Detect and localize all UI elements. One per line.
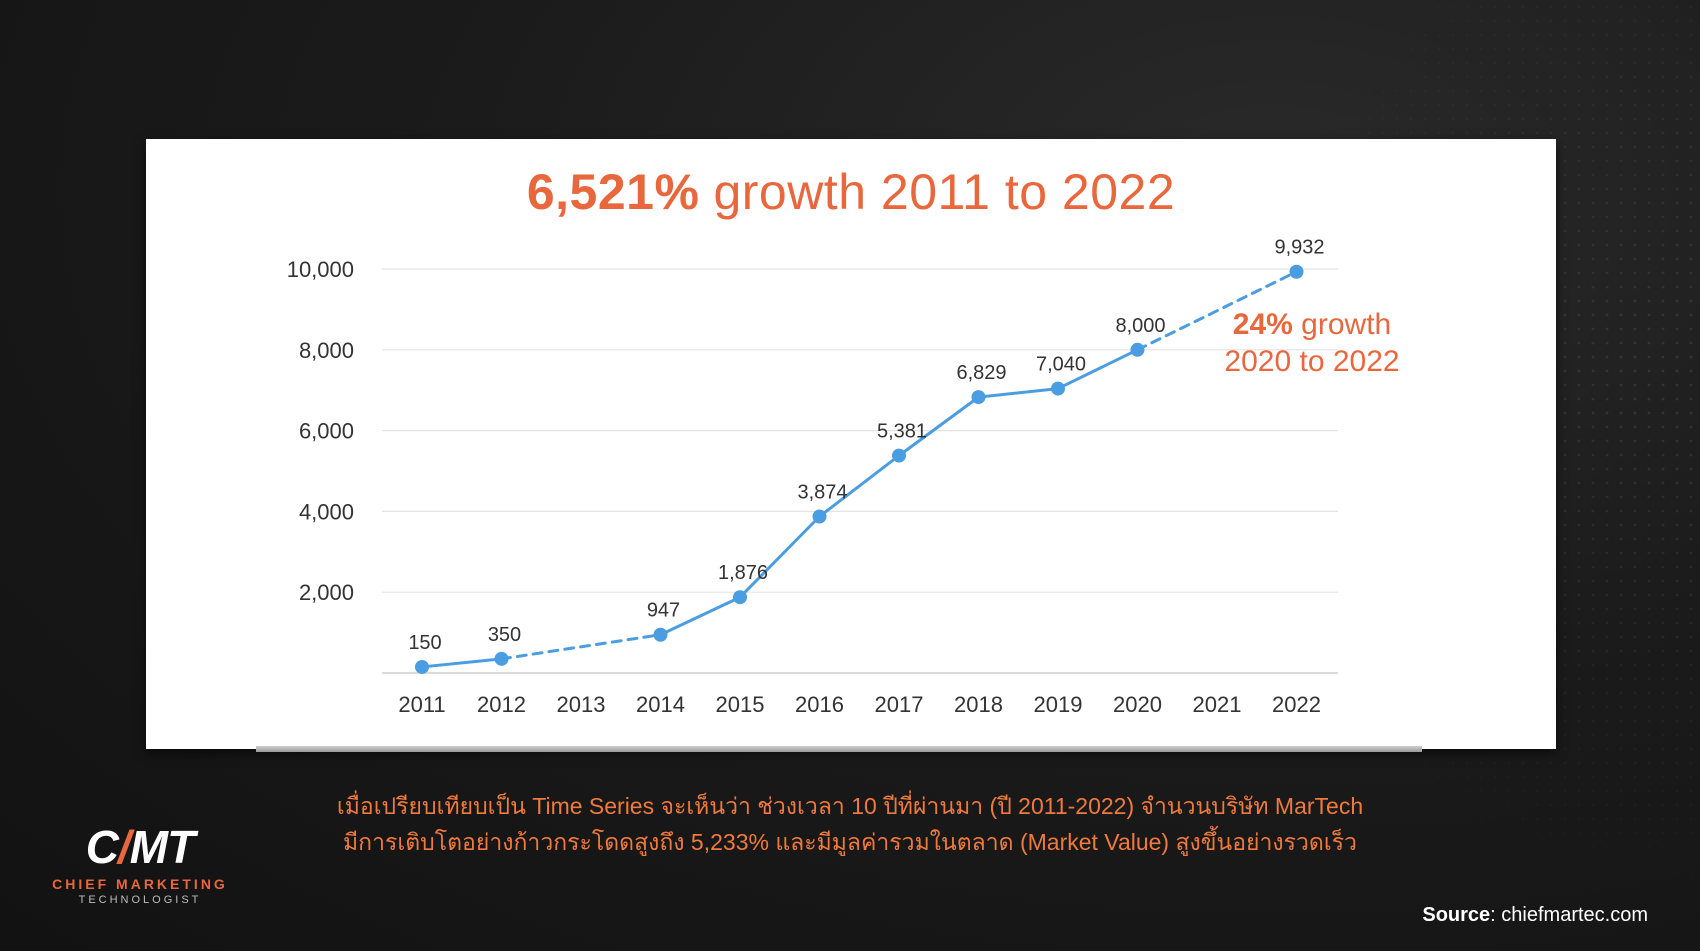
- logo-mark: C/MT: [85, 821, 195, 873]
- data-label: 350: [488, 624, 521, 646]
- source-credit: Source: chiefmartec.com: [1422, 904, 1648, 927]
- data-label: 1,876: [718, 562, 768, 584]
- growth-annotation-line-2: 2020 to 2022: [1224, 345, 1399, 378]
- data-point: [1051, 381, 1065, 396]
- x-tick-label: 2016: [795, 692, 844, 717]
- x-tick-label: 2021: [1193, 692, 1242, 717]
- source-text: : chiefmartec.com: [1490, 904, 1648, 926]
- data-label: 947: [647, 600, 680, 622]
- line-segment-dashed: [1136, 270, 1298, 352]
- card-bottom-edge: [256, 746, 1422, 752]
- chart-card: 6,521% growth 2011 to 2022 2,000 4,000 6,00…: [146, 139, 1556, 749]
- logo-text-line-2: TECHNOLOGIST: [78, 894, 202, 906]
- logo: C/MT CHIEF MARKETING TECHNOLOGIST: [40, 820, 240, 906]
- line-segment: [1056, 348, 1139, 391]
- data-point: [892, 448, 906, 463]
- x-tick-label: 2018: [954, 692, 1003, 717]
- x-tick-label: 2017: [875, 692, 924, 717]
- data-label: 6,829: [956, 362, 1006, 384]
- y-tick-label: 10,000: [287, 257, 354, 282]
- data-point: [415, 659, 429, 674]
- data-label: 8,000: [1115, 315, 1165, 337]
- caption-line-1: เมื่อเปรียบเทียบเป็น Time Series จะเห็นว…: [336, 793, 1364, 819]
- growth-annotation-line-1: 24% growth: [1233, 308, 1391, 341]
- data-point: [1289, 264, 1304, 279]
- data-point: [494, 651, 509, 666]
- data-label: 150: [408, 632, 441, 654]
- line-segment: [977, 387, 1060, 399]
- line-segment: [659, 595, 742, 637]
- data-point: [653, 627, 668, 642]
- data-point: [812, 509, 827, 524]
- data-point: [1130, 342, 1145, 357]
- line-segment: [420, 657, 503, 669]
- data-point: [733, 590, 747, 605]
- x-tick-label: 2015: [716, 692, 765, 717]
- data-label: 5,381: [877, 421, 927, 443]
- line-segment: [897, 395, 980, 458]
- data-label: 3,874: [797, 481, 847, 503]
- caption: เมื่อเปรียบเทียบเป็น Time Series จะเห็นว…: [160, 788, 1540, 860]
- line-segment-dashed: [500, 633, 662, 661]
- caption-line-2: มีการเติบโตอย่างก้าวกระโดดสูงถึง 5,233% …: [343, 829, 1357, 855]
- x-tick-label: 2013: [557, 692, 606, 717]
- data-label: 7,040: [1036, 354, 1086, 376]
- line-segment: [738, 514, 821, 599]
- logo-text-line-1: CHIEF MARKETING: [52, 876, 228, 892]
- x-tick-label: 2020: [1113, 692, 1162, 717]
- x-tick-label: 2019: [1034, 692, 1083, 717]
- y-tick-label: 8,000: [299, 338, 354, 363]
- source-label: Source: [1422, 904, 1491, 926]
- y-tick-label: 4,000: [299, 499, 354, 524]
- x-tick-label: 2012: [477, 692, 526, 717]
- y-tick-label: 6,000: [299, 419, 354, 444]
- line-chart: 2,000 4,000 6,000 8,000 10,000 2011 2012 2013 20…: [287, 237, 1400, 717]
- chart-title-rest: growth 2011 to 2022: [713, 164, 1176, 220]
- y-tick-label: 2,000: [299, 580, 354, 605]
- x-tick-label: 2011: [398, 692, 445, 717]
- chart-title-bold: 6,521%: [526, 164, 700, 220]
- chart-title: 6,521% growth 2011 to 2022: [146, 163, 1556, 221]
- x-tick-label: 2022: [1272, 692, 1321, 717]
- x-tick-label: 2014: [636, 692, 685, 717]
- data-point: [971, 390, 986, 405]
- growth-annotation-bold: 24%: [1233, 308, 1301, 341]
- growth-annotation-rest: growth: [1301, 308, 1391, 341]
- line-segment: [818, 454, 901, 518]
- data-label: 9,932: [1274, 237, 1324, 259]
